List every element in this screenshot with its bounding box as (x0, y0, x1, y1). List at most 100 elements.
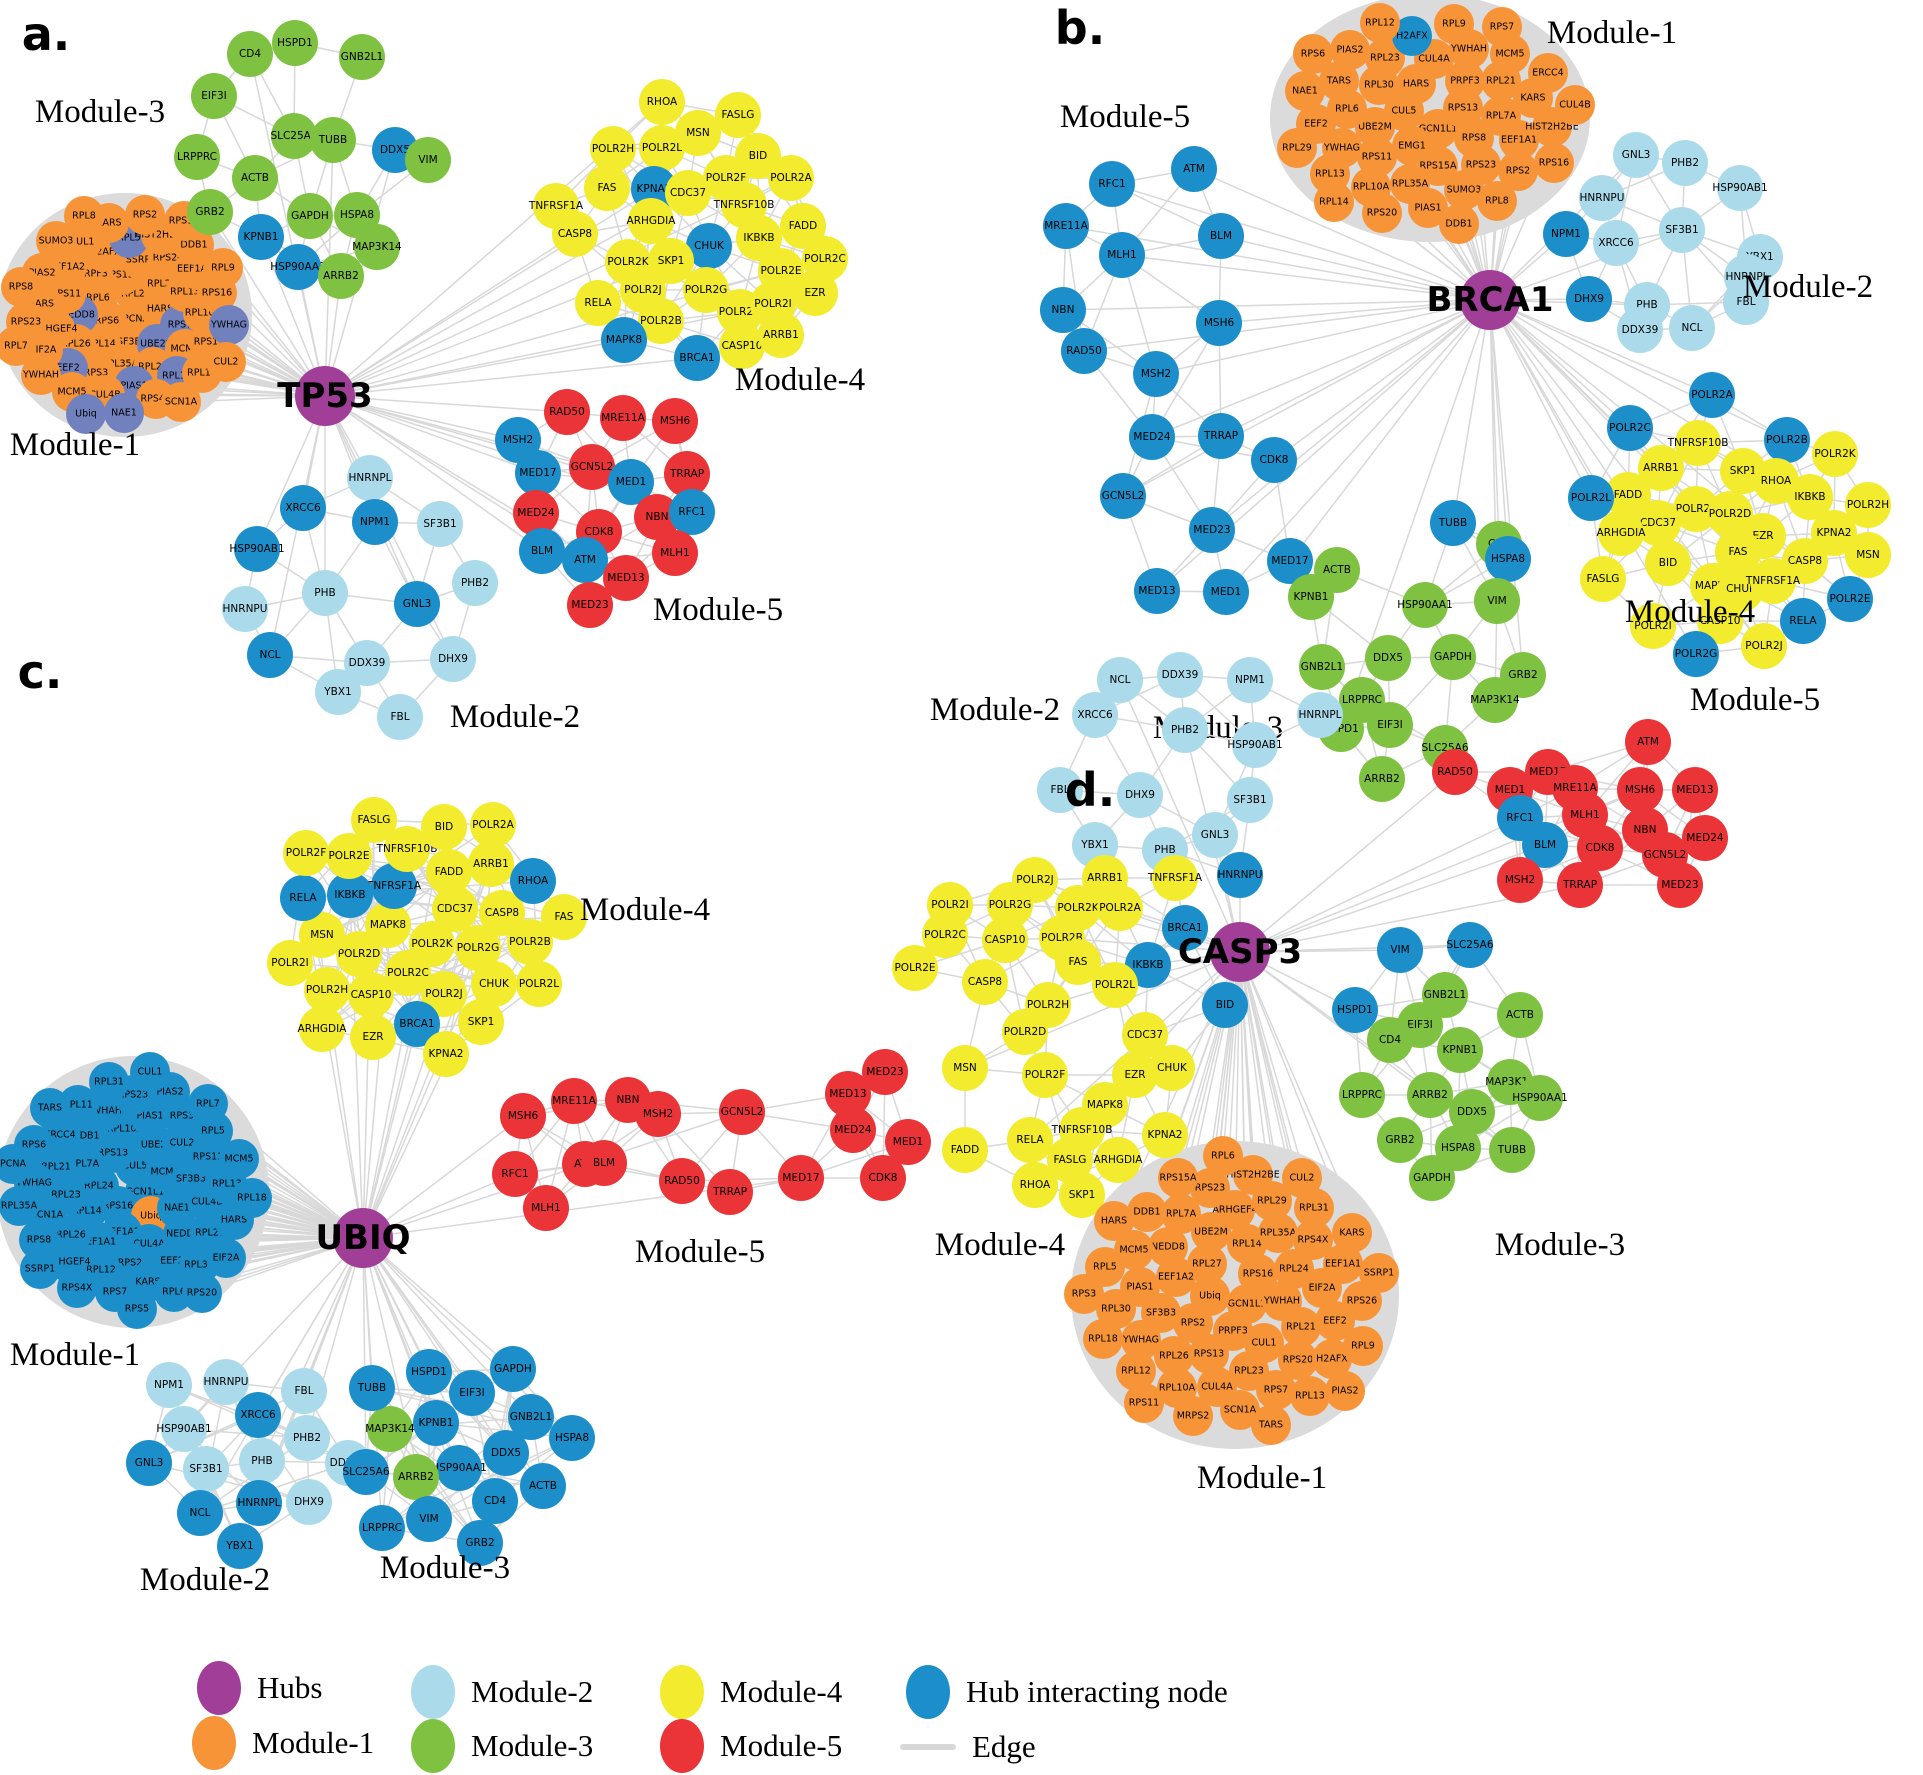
node-label: POLR2J (425, 988, 463, 1000)
node-polr2e (1827, 576, 1873, 622)
node-chuk (1149, 1045, 1195, 1091)
node-blm (581, 1140, 627, 1186)
edge (1220, 235, 1491, 301)
node-label: ARHGDIA (627, 215, 677, 227)
node-label: RPS23 (1195, 1183, 1225, 1194)
node-label: GAPDH (1413, 1172, 1451, 1184)
node-label: UBE2M (1358, 122, 1392, 133)
node-label: SF3B1 (189, 1463, 222, 1475)
node-rfc1 (1089, 161, 1135, 207)
node-label: YWHAH (22, 370, 59, 381)
node-label: MRE11A (1044, 220, 1088, 232)
node-map3k14 (1472, 677, 1518, 723)
node-rpl31 (89, 1062, 129, 1102)
node-label: MAPK8 (606, 334, 642, 346)
node-label: RPL30 (1364, 80, 1394, 91)
node-label: ACTB (1323, 564, 1351, 576)
node-label: RPL26 (61, 339, 91, 350)
node-blm (1522, 822, 1568, 868)
node-casp10 (719, 323, 765, 369)
edge (1489, 299, 1592, 499)
node-label: CDK8 (1260, 454, 1289, 466)
node-rpl14 (1314, 182, 1354, 222)
node-rfc1 (669, 489, 715, 535)
node-polr2d (1707, 491, 1753, 537)
node-label: HNRNPL (1725, 271, 1768, 283)
node-label: NPM1 (154, 1379, 184, 1391)
node-label: RFC1 (1506, 812, 1533, 824)
node-rhoa (1012, 1162, 1058, 1208)
node-med17 (515, 450, 561, 496)
node-label: RPL29 (1257, 1196, 1287, 1207)
node-label: H2AFX (1316, 1354, 1348, 1365)
node-rpl35a (0, 1186, 39, 1226)
node-label: POLR2J (1016, 874, 1054, 886)
edge (381, 1371, 430, 1529)
node-label: MLH1 (531, 1202, 561, 1214)
node-gnb2l1 (339, 34, 385, 80)
node-label: RPS6 (1301, 49, 1325, 60)
node-label: NCL (259, 649, 280, 661)
node-msn (942, 1045, 988, 1091)
node-nae1 (104, 393, 144, 433)
node-label: SCN1A (31, 1210, 64, 1221)
node-label: ARRB2 (1412, 1089, 1448, 1101)
node-label: MED1 (893, 1136, 923, 1148)
node-label: UBE2I (141, 1140, 169, 1151)
node-rela (280, 875, 326, 921)
node-label: MCM4 (150, 1167, 179, 1178)
node-label: TNFRSF1A (528, 200, 584, 212)
node-label: GNL3 (135, 1457, 164, 1469)
node-label: CHUK (694, 240, 725, 252)
node-cdk8 (1251, 437, 1297, 483)
labels-layer: Module-4 Module-5 Module-1 Module-2 Module-3… (10, 645, 765, 1598)
node-label: DDX5 (1457, 1106, 1487, 1118)
node-label: RAD50 (1066, 345, 1102, 357)
node-label: DDX39 (1622, 324, 1659, 336)
node-label: DDX39 (1162, 669, 1199, 681)
node-label: POLR2G (457, 942, 500, 954)
node-label: RPL10A (107, 1124, 144, 1135)
panel-d: NCL DDX39 NPM1 HNRNPL XRCC6 PHB2 HSP90AB1 FBL DH… (892, 652, 1820, 1496)
edge (324, 395, 543, 552)
node-label: GRB2 (1508, 669, 1537, 681)
node-label: POLR2D (1709, 508, 1752, 520)
node-label: POLR2E (1829, 593, 1870, 605)
edge (148, 1462, 310, 1503)
node-label: FASLG (358, 814, 391, 826)
node-label: TARS (1258, 1420, 1283, 1431)
node-hspd1 (272, 20, 318, 66)
node-label: CD4 (239, 48, 261, 60)
node-polr2d (1002, 1009, 1048, 1055)
node-label: RHOA (647, 96, 678, 108)
node-phb (239, 1438, 285, 1484)
node-rpl6 (1203, 1136, 1243, 1176)
node-label: PHB (251, 1455, 272, 1467)
node-hsp90aa1 (1517, 1075, 1563, 1121)
node-dhx9 (286, 1479, 332, 1525)
node-casp10 (1697, 598, 1743, 644)
node-gapdh (490, 1346, 536, 1392)
node-label: MED23 (1193, 524, 1230, 536)
node-label: RPS7 (1490, 22, 1514, 33)
node-ncl (247, 632, 293, 678)
node-rps13 (1189, 1334, 1229, 1374)
node-label: POLR2E (894, 962, 935, 974)
node-label: MRE11A (1553, 782, 1597, 794)
node-label: RPS7 (1264, 1385, 1288, 1396)
node-rpl31 (1294, 1188, 1334, 1228)
node-label: RPL29 (147, 279, 177, 290)
node-label: MED17 (782, 1172, 819, 1184)
node-label: RPS23 (1466, 160, 1496, 171)
node-hsp90ab1 (1717, 165, 1763, 211)
node-label: EEF1A1 (1501, 135, 1537, 146)
node-mre11a (600, 395, 646, 441)
node-label: SLC25A6 (342, 1466, 389, 1478)
node-label: NPM1 (1551, 228, 1581, 240)
node-slc25a6 (271, 113, 317, 159)
node-rps5 (117, 1289, 157, 1329)
node-bid (1202, 982, 1248, 1028)
node-label: BRCA1 (679, 352, 714, 364)
node-label: SLC25A6 (270, 130, 317, 142)
node-nbn (1040, 287, 1086, 333)
